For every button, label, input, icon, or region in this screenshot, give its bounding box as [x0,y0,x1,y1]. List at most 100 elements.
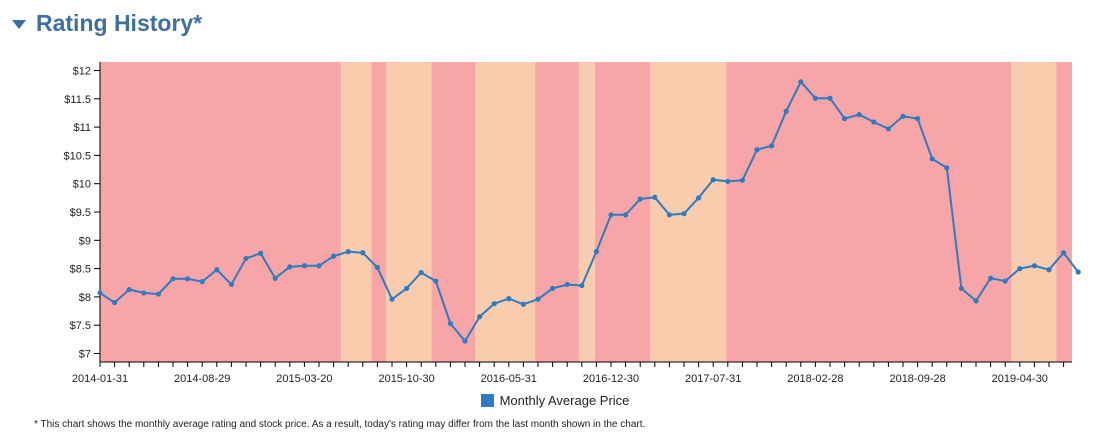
price-point [258,250,264,256]
price-point [1017,266,1023,272]
price-point [842,116,848,122]
price-series [97,79,1081,344]
price-point [579,282,585,289]
x-tick-label: 2016-12-30 [583,373,639,385]
y-tick-label: $10 [73,179,91,191]
price-point [666,212,673,218]
price-point [652,194,658,200]
price-point [491,301,497,307]
y-tick-label: $9 [79,235,91,247]
rating-band-sell [726,62,1012,362]
price-point [696,195,702,201]
rating-history-chart: $7 $7.5 $8 $8.5 $9 $9.5 $10 $10.5 $11 $11.5 $12 20… [63,62,1081,385]
x-tick-label: 2015-10-30 [378,373,434,385]
price-point [520,301,527,307]
x-tick-label: 2016-05-31 [481,373,537,385]
price-point [199,279,205,285]
price-point [404,285,410,292]
price-point [798,79,804,85]
price-point [272,275,278,281]
price-point [170,276,176,282]
rating-band-hold [475,62,536,362]
price-point [812,95,819,101]
rating-band-hold [1011,62,1057,362]
price-point [637,196,643,202]
price-point [973,298,979,304]
price-point [535,296,541,302]
price-point [725,178,731,185]
x-axis: 2014-01-31 2014-08-29 2015-03-20 2015-10-30… [72,361,1072,385]
price-point [331,253,337,259]
price-point [141,290,147,296]
price-point [856,112,862,118]
price-point [783,108,789,114]
price-point [185,276,191,282]
price-point [228,281,234,288]
x-tick-label: 2017-07-31 [685,373,741,385]
price-point [112,299,118,306]
price-point [243,255,249,262]
price-point [477,314,483,320]
price-point [915,116,921,122]
y-tick-label: $7 [79,349,91,361]
rating-band-hold [578,62,595,362]
price-point [754,147,760,153]
price-point [871,119,877,125]
caret-down-icon[interactable] [12,20,26,29]
price-point [623,212,629,218]
rating-band-sell [431,62,476,362]
x-tick-label: 2015-03-20 [276,373,332,385]
price-point [958,285,965,292]
legend-swatch [480,394,494,407]
y-tick-label: $11 [73,122,91,134]
price-point [155,291,161,297]
price-point [593,249,600,255]
price-point [214,267,220,273]
x-tick-label: 2018-02-28 [787,373,843,385]
price-point [681,211,687,217]
price-point [929,156,935,162]
price-point [710,177,716,183]
price-point [389,296,395,302]
price-point [550,285,556,292]
price-point [900,113,906,119]
price-point [564,281,570,288]
price-point [1075,269,1081,275]
rating-band-sell [100,62,341,362]
x-tick-label: 2018-09-28 [889,373,945,385]
price-point [827,95,833,101]
y-tick-label: $10.5 [63,150,91,162]
y-axis: $7 $7.5 $8 $8.5 $9 $9.5 $10 $10.5 $11 $11.5 $12 [63,62,101,362]
y-tick-label: $11.5 [64,94,91,106]
rating-band-hold [650,62,727,362]
price-point [287,264,293,270]
price-point [462,338,468,344]
x-tick-label: 2019-04-30 [992,373,1048,385]
chart-legend[interactable]: Monthly Average Price [0,393,1110,408]
price-point [374,264,380,271]
rating-band-sell [1056,62,1072,362]
y-tick-label: $9.5 [70,207,91,219]
rating-band-hold [340,62,372,362]
price-point [608,212,614,218]
price-point [126,286,132,293]
y-tick-label: $12 [73,65,91,77]
rating-band-sell [371,62,387,362]
price-point [301,263,307,269]
price-point [506,296,512,302]
y-tick-label: $8.5 [70,264,91,276]
section-header[interactable]: Rating History* [12,10,202,37]
price-point [97,290,103,296]
y-tick-label: $7.5 [70,320,91,332]
price-point [345,249,351,255]
rating-band-hold [386,62,432,362]
legend-label: Monthly Average Price [499,393,630,408]
price-point [1046,267,1052,273]
price-point [769,143,775,149]
price-point [1061,250,1067,256]
price-point [885,126,892,132]
price-point [988,275,994,281]
x-tick-label: 2014-08-29 [174,373,230,385]
price-point [316,263,322,269]
section-title: Rating History* [36,10,203,36]
